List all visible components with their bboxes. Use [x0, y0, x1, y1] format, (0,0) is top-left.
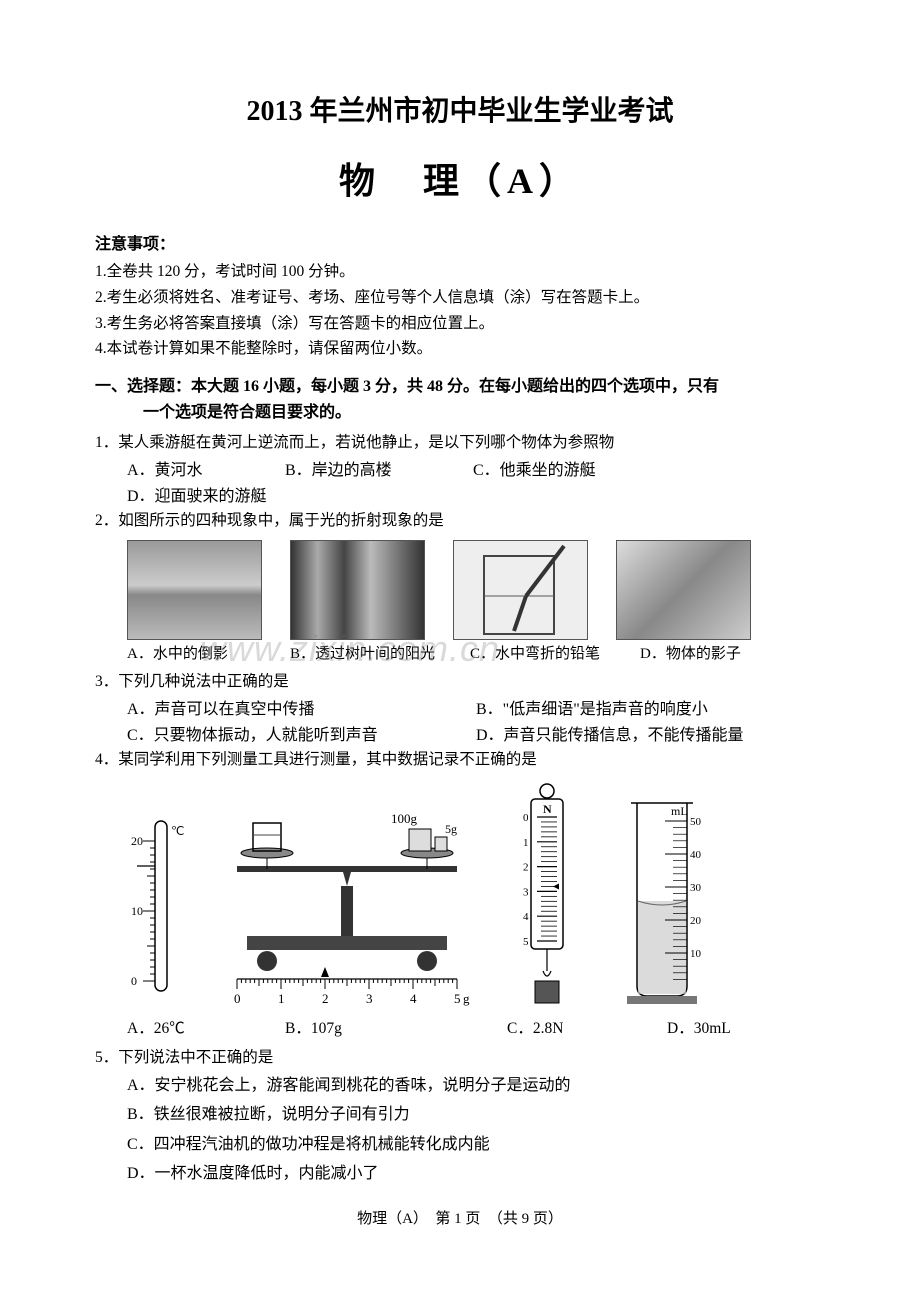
q2-cap-b: B．透过树叶间的阳光 — [290, 642, 470, 666]
svg-text:1: 1 — [278, 991, 285, 1006]
svg-text:0: 0 — [234, 991, 241, 1006]
svg-text:g: g — [463, 991, 470, 1006]
svg-text:4: 4 — [523, 911, 529, 923]
page-main-title: 2013 年兰州市初中毕业生学业考试 — [95, 90, 825, 135]
spring-scale-icon: N 0 1 2 3 4 5 — [507, 781, 587, 1011]
q3-options: A．声音可以在真空中传播 B．"低声细语"是指声音的响度小 C．只要物体振动，人… — [95, 697, 825, 748]
q1-opt-b: B．岸边的高楼 — [285, 458, 445, 484]
section-head-line2: 一个选项是符合题目要求的。 — [95, 400, 825, 426]
q5-opt-b: B．铁丝很难被拉断，说明分子间有引力 — [127, 1102, 797, 1128]
q4-captions: A．26℃ B．107g C．2.8N D．30mL — [95, 1017, 825, 1042]
svg-text:N: N — [543, 802, 552, 816]
svg-text:1: 1 — [523, 837, 529, 849]
svg-text:3: 3 — [523, 886, 529, 898]
q4-cap-d: D．30mL — [667, 1017, 731, 1042]
notice-heading: 注意事项： — [95, 232, 825, 258]
q3-opt-b: B．"低声细语"是指声音的响度小 — [476, 697, 825, 723]
svg-text:0: 0 — [131, 974, 137, 988]
svg-text:2: 2 — [523, 862, 529, 874]
q1-options: A．黄河水 B．岸边的高楼 C．他乘坐的游艇 D．迎面驶来的游艇 — [95, 458, 825, 509]
q1-opt-d: D．迎面驶来的游艇 — [127, 484, 267, 510]
section-head-line1: 一、选择题：本大题 16 小题，每小题 3 分，共 48 分。在每小题给出的四个… — [95, 374, 825, 400]
notice-item: 4.本试卷计算如果不能整除时，请保留两位小数。 — [95, 337, 825, 362]
q3-opt-c: C．只要物体振动，人就能听到声音 — [127, 723, 476, 749]
q3-stem: 3．下列几种说法中正确的是 — [95, 670, 825, 695]
q1-opt-c: C．他乘坐的游艇 — [473, 458, 663, 484]
svg-text:10: 10 — [131, 904, 143, 918]
q2-img-c — [453, 540, 588, 640]
q5-opt-d: D．一杯水温度降低时，内能减小了 — [127, 1161, 797, 1187]
svg-text:10: 10 — [690, 948, 702, 960]
weight-100g: 100g — [391, 811, 418, 826]
svg-text:4: 4 — [410, 991, 417, 1006]
bent-pencil-icon — [454, 541, 589, 641]
balance-icon: 100g 5g 0 1 2 3 4 5g — [217, 811, 477, 1011]
q2-img-b — [290, 540, 425, 640]
cylinder-icon: mL 10 20 30 40 50 — [617, 791, 707, 1011]
q4-instruments: ℃ 01020 100g 5g 012345g — [95, 781, 825, 1011]
svg-text:30: 30 — [690, 882, 702, 894]
q2-img-a — [127, 540, 262, 640]
svg-text:40: 40 — [690, 849, 702, 861]
page-subject-title: 物 理（A） — [95, 153, 825, 211]
svg-text:20: 20 — [131, 834, 143, 848]
q3-opt-a: A．声音可以在真空中传播 — [127, 697, 476, 723]
q5-opt-a: A．安宁桃花会上，游客能闻到桃花的香味，说明分子是运动的 — [127, 1073, 797, 1099]
q4-cap-b: B．107g — [285, 1017, 507, 1042]
section-1-heading: 一、选择题：本大题 16 小题，每小题 3 分，共 48 分。在每小题给出的四个… — [95, 374, 825, 425]
svg-text:5: 5 — [454, 991, 461, 1006]
q4-cap-c: C．2.8N — [507, 1017, 667, 1042]
q1-stem: 1．某人乘游艇在黄河上逆流而上，若说他静止，是以下列哪个物体为参照物 — [95, 431, 825, 456]
q1-opt-a: A．黄河水 — [127, 458, 257, 484]
q5-opt-c: C．四冲程汽油机的做功冲程是将机械能转化成内能 — [127, 1132, 797, 1158]
svg-text:℃: ℃ — [171, 824, 184, 838]
notice-item: 1.全卷共 120 分，考试时间 100 分钟。 — [95, 260, 825, 285]
q3-opt-d: D．声音只能传播信息，不能传播能量 — [476, 723, 825, 749]
q2-image-row — [95, 540, 825, 640]
thermometer-icon: ℃ 0 10 20 — [127, 811, 187, 1011]
q5-options: A．安宁桃花会上，游客能闻到桃花的香味，说明分子是运动的 B．铁丝很难被拉断，说… — [95, 1073, 825, 1187]
q2-stem: 2．如图所示的四种现象中，属于光的折射现象的是 — [95, 509, 825, 534]
svg-text:50: 50 — [690, 816, 702, 828]
q2-cap-d: D．物体的影子 — [640, 642, 741, 666]
q5-stem: 5．下列说法中不正确的是 — [95, 1046, 825, 1071]
svg-text:20: 20 — [690, 915, 702, 927]
notice-item: 2.考生必须将姓名、准考证号、考场、座位号等个人信息填（涂）写在答题卡上。 — [95, 286, 825, 311]
svg-text:5: 5 — [523, 936, 529, 948]
notice-item: 3.考生务必将答案直接填（涂）写在答题卡的相应位置上。 — [95, 312, 825, 337]
svg-text:0: 0 — [523, 812, 529, 824]
svg-text:mL: mL — [671, 804, 688, 818]
weight-5g: 5g — [445, 822, 457, 836]
svg-text:3: 3 — [366, 991, 373, 1006]
q4-stem: 4．某同学利用下列测量工具进行测量，其中数据记录不正确的是 — [95, 748, 825, 773]
q2-img-d — [616, 540, 751, 640]
q2-cap-c: C．水中弯折的铅笔 — [470, 642, 640, 666]
q2-cap-a: A．水中的倒影 — [127, 642, 290, 666]
svg-text:2: 2 — [322, 991, 329, 1006]
q4-cap-a: A．26℃ — [127, 1017, 285, 1042]
q2-caption-row: A．水中的倒影 B．透过树叶间的阳光 C．水中弯折的铅笔 D．物体的影子 — [95, 642, 825, 666]
page-footer: 物理（A） 第 1 页 （共 9 页） — [95, 1207, 825, 1231]
